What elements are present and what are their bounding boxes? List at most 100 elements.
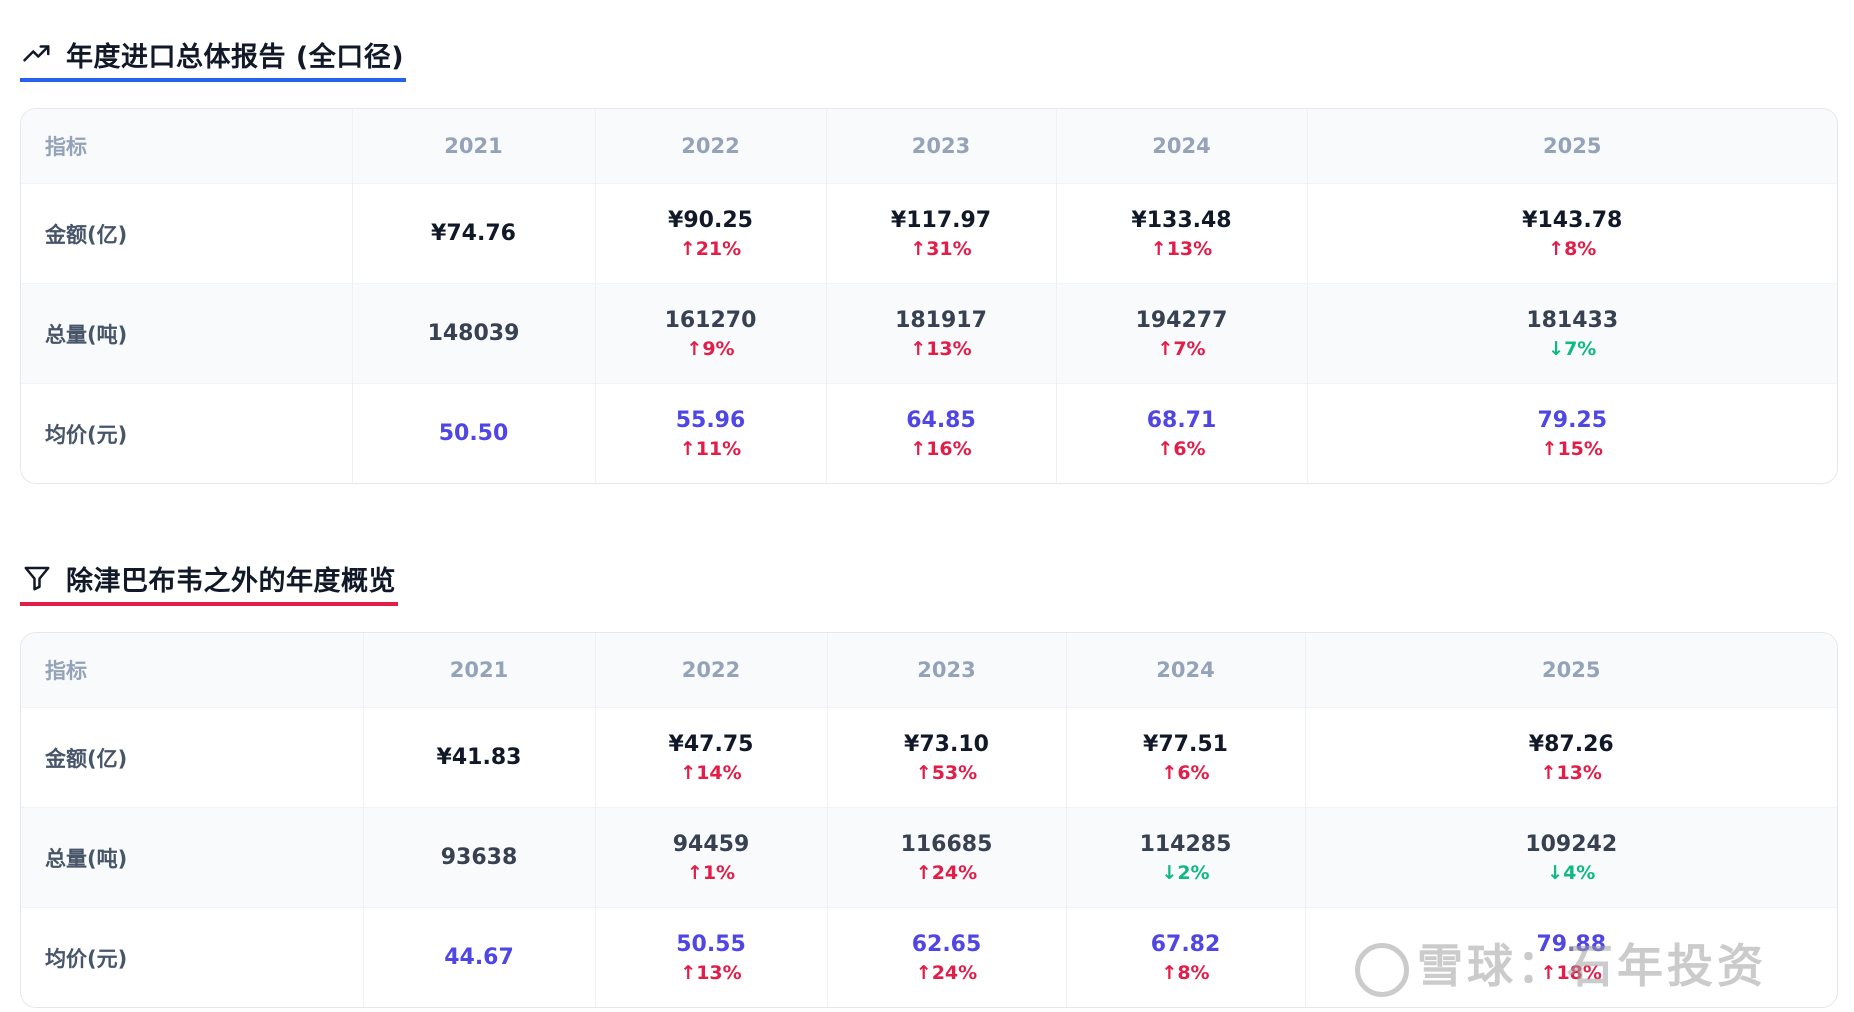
- metric-label: 均价(元): [21, 907, 364, 1007]
- table-header-row: 指标 2021 2022 2023 2024 2025: [21, 109, 1837, 184]
- data-cell: ¥90.25 ↑21%: [595, 183, 827, 284]
- change-up-badge: ↑24%: [915, 961, 978, 984]
- column-header-year: 2024: [1056, 109, 1308, 184]
- change-up-badge: ↑13%: [1150, 237, 1213, 260]
- cell-value: 44.67: [444, 944, 514, 970]
- data-cell: 44.67: [363, 907, 596, 1007]
- cell-value: 116685: [900, 831, 993, 857]
- column-header-year: 2022: [595, 633, 828, 708]
- cell-value: 114285: [1139, 831, 1232, 857]
- cell-value: ¥47.75: [668, 731, 754, 757]
- change-up-badge: ↑53%: [915, 761, 978, 784]
- change-up-badge: ↑11%: [679, 437, 742, 460]
- change-up-badge: ↑9%: [686, 337, 735, 360]
- column-header-metric: 指标: [21, 109, 353, 184]
- cell-value: ¥87.26: [1528, 731, 1614, 757]
- summary-table-card: 指标 2021 2022 2023 2024 2025 金额(亿) ¥74.76 ¥90.25…: [20, 108, 1838, 484]
- metric-label: 金额(亿): [21, 183, 353, 284]
- change-up-badge: ↑13%: [910, 337, 972, 360]
- table-row: 均价(元) 44.67 50.55 ↑13% 62.65 ↑24% 67.82 ↑8% 79.8…: [21, 907, 1837, 1007]
- data-cell: 181433 ↓7%: [1307, 283, 1837, 384]
- summary-table: 指标 2021 2022 2023 2024 2025 金额(亿) ¥74.76 ¥90.25…: [21, 109, 1837, 483]
- cell-value: 194277: [1135, 307, 1228, 333]
- cell-value: ¥77.51: [1143, 731, 1228, 757]
- data-cell: 181917 ↑13%: [826, 283, 1057, 384]
- data-cell: ¥87.26 ↑13%: [1305, 707, 1837, 808]
- data-cell: 161270 ↑9%: [595, 283, 827, 384]
- cell-value: 109242: [1525, 831, 1618, 857]
- data-cell: ¥41.83: [363, 707, 596, 808]
- watermark: 雪球：石年投资: [1355, 930, 1767, 997]
- data-cell: 50.55 ↑13%: [595, 907, 828, 1007]
- column-header-year: 2023: [827, 633, 1067, 708]
- change-down-badge: ↓2%: [1161, 861, 1210, 884]
- cell-value: ¥73.10: [904, 731, 989, 757]
- cell-value: 68.71: [1146, 407, 1217, 433]
- section-header: 除津巴布韦之外的年度概览: [20, 562, 398, 606]
- cell-value: 161270: [664, 307, 757, 333]
- data-cell: ¥73.10 ↑53%: [827, 707, 1067, 808]
- data-cell: 68.71 ↑6%: [1056, 383, 1308, 483]
- column-header-year: 2025: [1307, 109, 1837, 184]
- change-up-badge: ↑8%: [1161, 961, 1210, 984]
- data-cell: ¥117.97 ↑31%: [826, 183, 1057, 284]
- column-header-year: 2021: [352, 109, 596, 184]
- cell-value: ¥117.97: [890, 207, 992, 233]
- snowball-logo-icon: [1355, 942, 1409, 997]
- section-title: 年度进口总体报告 (全口径): [66, 41, 405, 73]
- change-up-badge: ↑13%: [680, 961, 742, 984]
- column-header-year: 2024: [1066, 633, 1306, 708]
- data-cell: ¥74.76: [352, 183, 596, 284]
- cell-value: 181433: [1526, 307, 1619, 333]
- data-cell: 64.85 ↑16%: [826, 383, 1057, 483]
- annual-import-section: 年度进口总体报告 (全口径) 指标 2021 2022 2023 2024 2025 金额…: [20, 38, 1838, 484]
- cell-value: 64.85: [906, 407, 976, 433]
- cell-value: 50.50: [438, 420, 509, 446]
- cell-value: ¥90.25: [668, 207, 753, 233]
- data-cell: ¥77.51 ↑6%: [1066, 707, 1306, 808]
- metric-label: 均价(元): [21, 383, 353, 483]
- change-up-badge: ↑15%: [1541, 437, 1603, 460]
- cell-value: 55.96: [675, 407, 746, 433]
- cell-value: 79.88: [1536, 931, 1607, 957]
- column-header-year: 2025: [1305, 633, 1837, 708]
- cell-value: 50.55: [676, 931, 746, 957]
- table-row: 金额(亿) ¥41.83 ¥47.75 ↑14% ¥73.10 ↑53% ¥77.51 ↑6%…: [21, 707, 1837, 808]
- excluding-zimbabwe-section: 除津巴布韦之外的年度概览 指标 2021 2022 2023 2024 2025 金额(亿…: [20, 562, 1838, 1008]
- table-header-row: 指标 2021 2022 2023 2024 2025: [21, 633, 1837, 708]
- change-up-badge: ↑31%: [910, 237, 972, 260]
- table-row: 金额(亿) ¥74.76 ¥90.25 ↑21% ¥117.97 ↑31% ¥133.48 ↑…: [21, 183, 1837, 284]
- filter-icon: [24, 566, 50, 591]
- cell-value: 79.25: [1537, 407, 1608, 433]
- cell-value: ¥74.76: [431, 220, 516, 246]
- trending-up-icon: [23, 45, 50, 62]
- data-cell: ¥133.48 ↑13%: [1056, 183, 1308, 284]
- cell-value: ¥143.78: [1522, 207, 1623, 233]
- section-header: 年度进口总体报告 (全口径): [20, 38, 407, 82]
- metric-label: 总量(吨): [21, 807, 364, 908]
- change-up-badge: ↑21%: [679, 237, 742, 260]
- cell-value: ¥41.83: [436, 744, 522, 770]
- cell-value: ¥133.48: [1131, 207, 1232, 233]
- data-cell: 109242 ↓4%: [1305, 807, 1837, 908]
- column-header-year: 2021: [363, 633, 596, 708]
- data-cell: 79.25 ↑15%: [1307, 383, 1837, 483]
- data-cell: ¥47.75 ↑14%: [595, 707, 828, 808]
- change-up-badge: ↑18%: [1540, 961, 1602, 984]
- metric-label: 总量(吨): [21, 283, 353, 384]
- cell-value: 67.82: [1150, 931, 1221, 957]
- change-up-badge: ↑24%: [915, 861, 978, 884]
- change-down-badge: ↓7%: [1548, 337, 1597, 360]
- change-up-badge: ↑6%: [1157, 437, 1206, 460]
- data-cell: ¥143.78 ↑8%: [1307, 183, 1837, 284]
- change-up-badge: ↑1%: [686, 861, 736, 884]
- data-cell: 116685 ↑24%: [827, 807, 1067, 908]
- table-row: 总量(吨) 93638 94459 ↑1% 116685 ↑24% 114285 ↓2% 109…: [21, 807, 1837, 908]
- data-cell: 55.96 ↑11%: [595, 383, 827, 483]
- change-up-badge: ↑8%: [1548, 237, 1597, 260]
- data-cell: 67.82 ↑8%: [1066, 907, 1306, 1007]
- data-cell: 62.65 ↑24%: [827, 907, 1067, 1007]
- column-header-metric: 指标: [21, 633, 364, 708]
- section-title: 除津巴布韦之外的年度概览: [66, 565, 396, 597]
- change-up-badge: ↑14%: [680, 761, 742, 784]
